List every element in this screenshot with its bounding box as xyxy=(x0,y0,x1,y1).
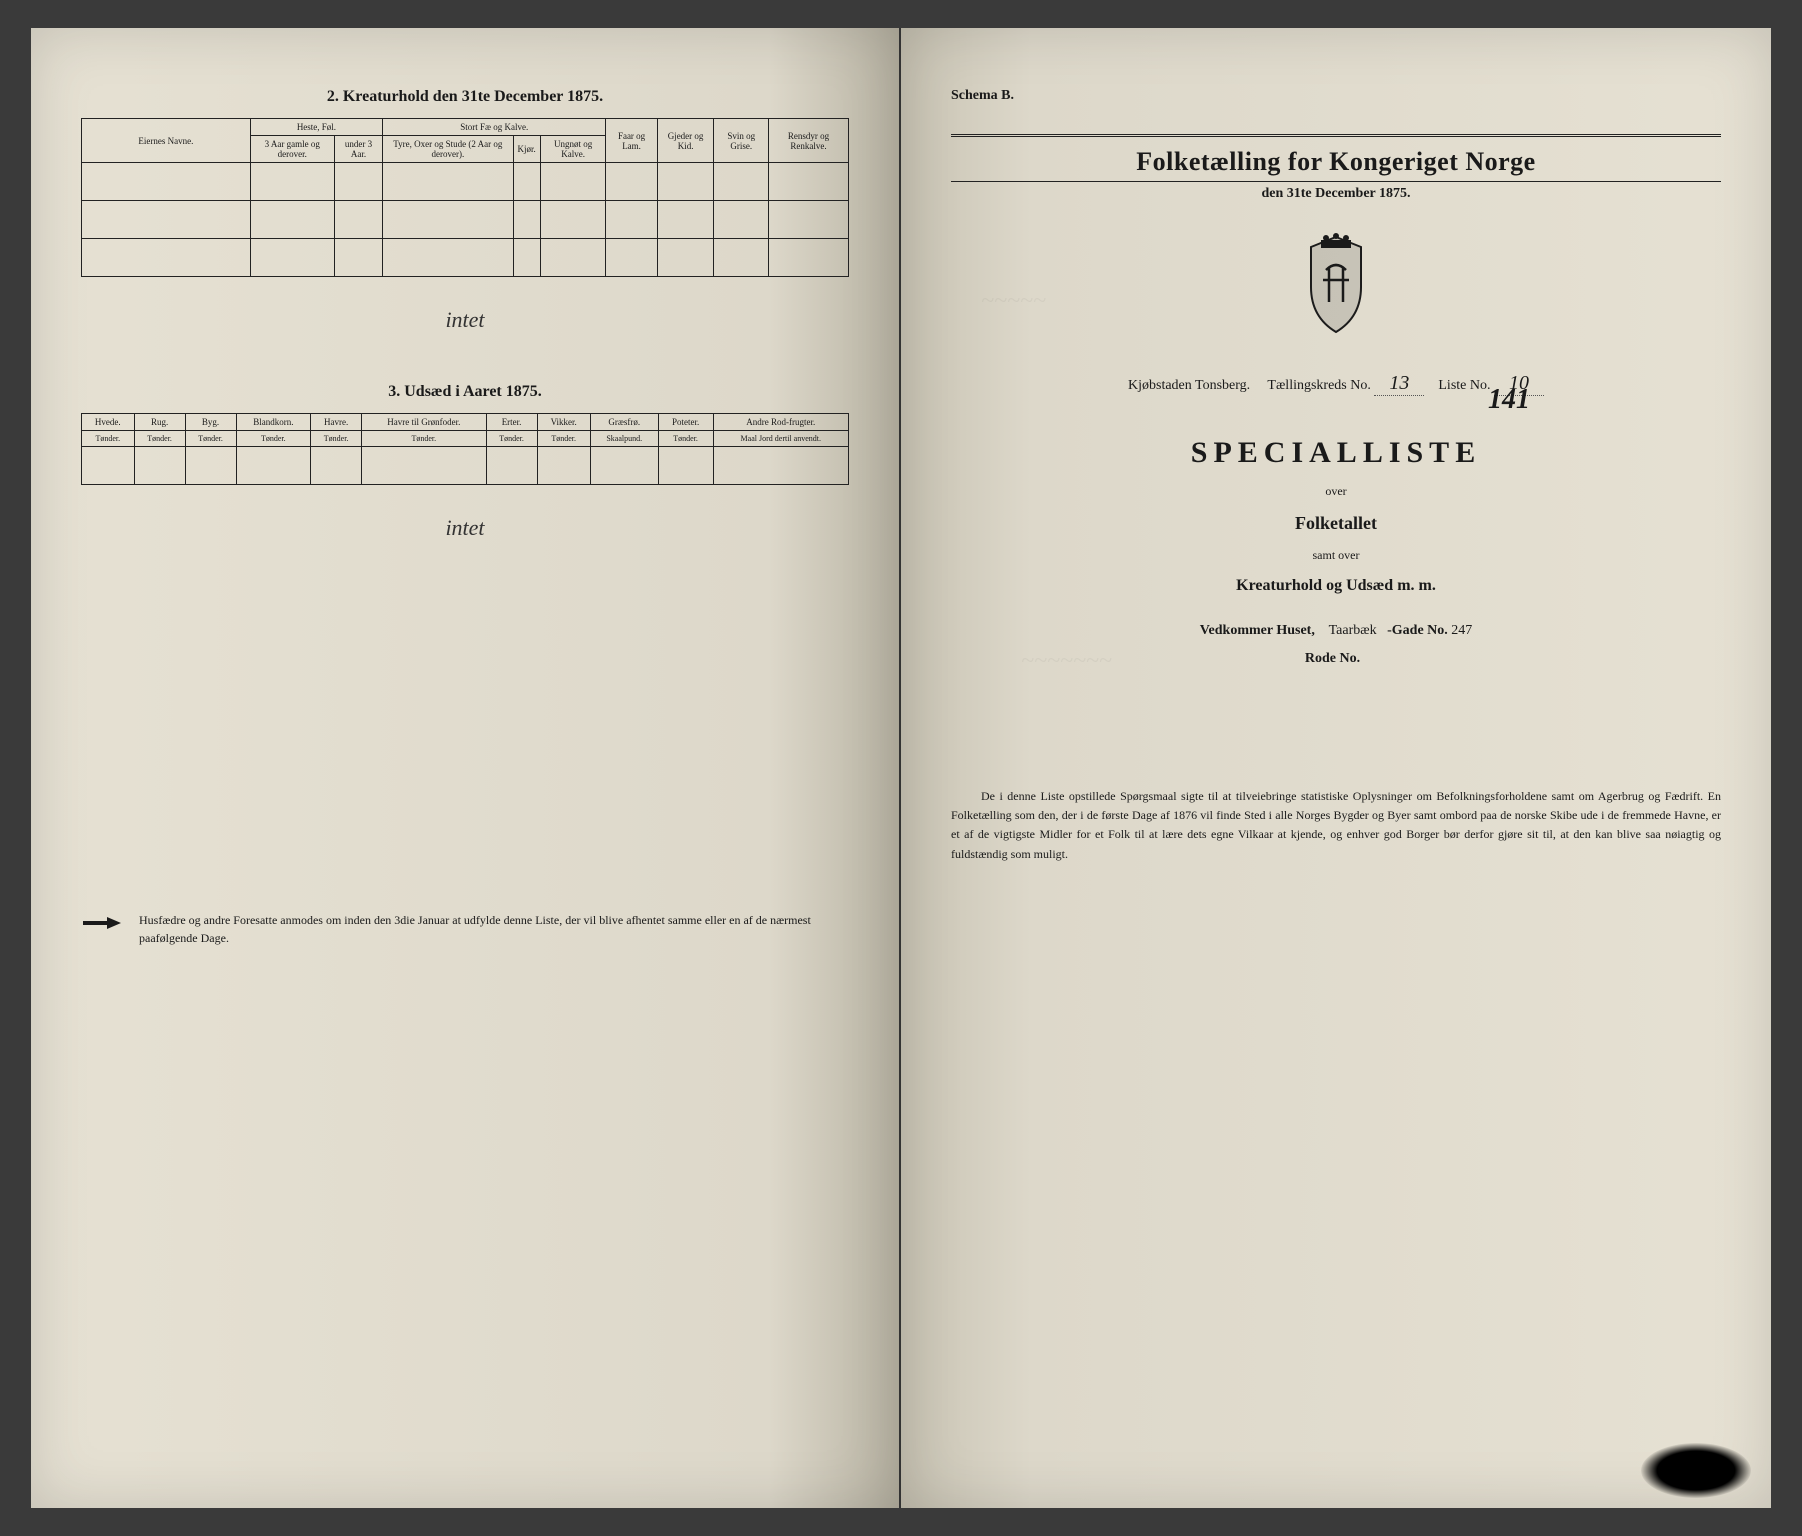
folketallet-label: Folketallet xyxy=(951,513,1721,534)
rensdyr-header: Rensdyr og Renkalve. xyxy=(769,119,849,163)
seed-col-unit: Tønder. xyxy=(537,431,590,447)
gade-value: 247 xyxy=(1451,623,1472,638)
seed-cell xyxy=(537,447,590,485)
schema-label: Schema B. xyxy=(951,88,1721,104)
vedk-value: Taarbæk xyxy=(1329,623,1377,638)
seed-cell xyxy=(658,447,713,485)
heste-group: Heste, Føl. xyxy=(250,119,382,136)
handwritten-intet-2: intet xyxy=(81,515,849,541)
seed-col-unit: Tønder. xyxy=(185,431,236,447)
heste-a: 3 Aar gamle og derover. xyxy=(250,136,334,163)
left-page: 2. Kreaturhold den 31te December 1875. E… xyxy=(31,28,901,1508)
document-spread: 2. Kreaturhold den 31te December 1875. E… xyxy=(31,28,1771,1508)
gjeder-header: Gjeder og Kid. xyxy=(657,119,714,163)
seed-col-unit: Tønder. xyxy=(486,431,537,447)
rode-label: Rode No. xyxy=(1305,651,1360,666)
seed-col-header: Hvede. xyxy=(82,414,135,431)
over-label: over xyxy=(951,484,1721,499)
seed-col-unit: Tønder. xyxy=(82,431,135,447)
seed-col-unit: Skaalpund. xyxy=(590,431,658,447)
table-row xyxy=(82,163,849,201)
seed-col-unit: Tønder. xyxy=(134,431,185,447)
seed-cell xyxy=(590,447,658,485)
seed-col-unit: Tønder. xyxy=(362,431,487,447)
seed-col-unit: Tønder. xyxy=(311,431,362,447)
seed-cell xyxy=(134,447,185,485)
seed-col-header: Poteter. xyxy=(658,414,713,431)
stort-a: Tyre, Oxer og Stude (2 Aar og derover). xyxy=(383,136,513,163)
pointing-hand-icon xyxy=(81,911,125,935)
coat-of-arms-icon xyxy=(1291,232,1381,342)
seed-col-header: Rug. xyxy=(134,414,185,431)
seed-col-header: Havre til Grønfoder. xyxy=(362,414,487,431)
stort-c: Ungnøt og Kalve. xyxy=(540,136,606,163)
seed-col-header: Græsfrø. xyxy=(590,414,658,431)
seed-col-header: Vikker. xyxy=(537,414,590,431)
heste-b: under 3 Aar. xyxy=(334,136,382,163)
livestock-table: Eiernes Navne. Heste, Føl. Stort Fæ og K… xyxy=(81,118,849,277)
footer-text: Husfædre og andre Foresatte anmodes om i… xyxy=(139,911,849,947)
bleed-through: ~~~~~ xyxy=(981,288,1046,315)
vedk-label: Vedkommer Huset, xyxy=(1200,623,1315,638)
owner-header: Eiernes Navne. xyxy=(82,119,251,163)
table-row xyxy=(82,447,849,485)
section-3-title: 3. Udsæd i Aaret 1875. xyxy=(81,383,849,401)
liste-label: Liste No. xyxy=(1438,378,1490,393)
seed-cell xyxy=(713,447,848,485)
seed-cell xyxy=(362,447,487,485)
seed-cell xyxy=(236,447,311,485)
tkreds-label: Tællingskreds No. xyxy=(1267,378,1370,393)
seed-col-unit: Maal Jord dertil anvendt. xyxy=(713,431,848,447)
seed-cell xyxy=(486,447,537,485)
date-line: den 31te December 1875. xyxy=(951,186,1721,202)
liste-value: 10 141 xyxy=(1494,372,1544,396)
bottom-paragraph: De i denne Liste opstillede Spørgsmaal s… xyxy=(951,787,1721,864)
rode-line: Rode No. xyxy=(951,651,1721,667)
svin-header: Svin og Grise. xyxy=(714,119,769,163)
samt-label: samt over xyxy=(951,548,1721,563)
house-line: Vedkommer Huset, Taarbæk -Gade No. 247 xyxy=(951,623,1721,639)
dark-corner-artifact xyxy=(1641,1443,1751,1498)
seed-col-unit: Tønder. xyxy=(236,431,311,447)
gade-label: -Gade No. xyxy=(1387,623,1448,638)
specialliste-title: Specialliste xyxy=(951,436,1721,470)
seed-cell xyxy=(311,447,362,485)
kreatur-label: Kreaturhold og Udsæd m. m. xyxy=(951,577,1721,595)
section-2-title: 2. Kreaturhold den 31te December 1875. xyxy=(81,88,849,106)
city-line: Kjøbstaden Tonsberg. Tællingskreds No. 1… xyxy=(951,372,1721,396)
city-label: Kjøbstaden Tonsberg. xyxy=(1128,378,1250,393)
faar-header: Faar og Lam. xyxy=(606,119,657,163)
seed-col-header: Blandkorn. xyxy=(236,414,311,431)
seed-table: Hvede.Rug.Byg.Blandkorn.Havre.Havre til … xyxy=(81,413,849,485)
table-row xyxy=(82,201,849,239)
stort-b: Kjør. xyxy=(513,136,540,163)
seed-col-header: Erter. xyxy=(486,414,537,431)
seed-cell xyxy=(185,447,236,485)
right-page: Schema B. Folketælling for Kongeriget No… xyxy=(901,28,1771,1508)
seed-col-header: Havre. xyxy=(311,414,362,431)
stort-group: Stort Fæ og Kalve. xyxy=(383,119,606,136)
seed-cell xyxy=(82,447,135,485)
liste-value-over: 141 xyxy=(1488,384,1530,416)
handwritten-intet-1: intet xyxy=(81,307,849,333)
rode-value xyxy=(1364,651,1368,666)
footer-note: Husfædre og andre Foresatte anmodes om i… xyxy=(81,911,849,947)
seed-col-header: Byg. xyxy=(185,414,236,431)
table-row xyxy=(82,239,849,277)
tkreds-value: 13 xyxy=(1374,372,1424,396)
seed-col-header: Andre Rod-frugter. xyxy=(713,414,848,431)
seed-col-unit: Tønder. xyxy=(658,431,713,447)
main-title: Folketælling for Kongeriget Norge xyxy=(951,134,1721,182)
